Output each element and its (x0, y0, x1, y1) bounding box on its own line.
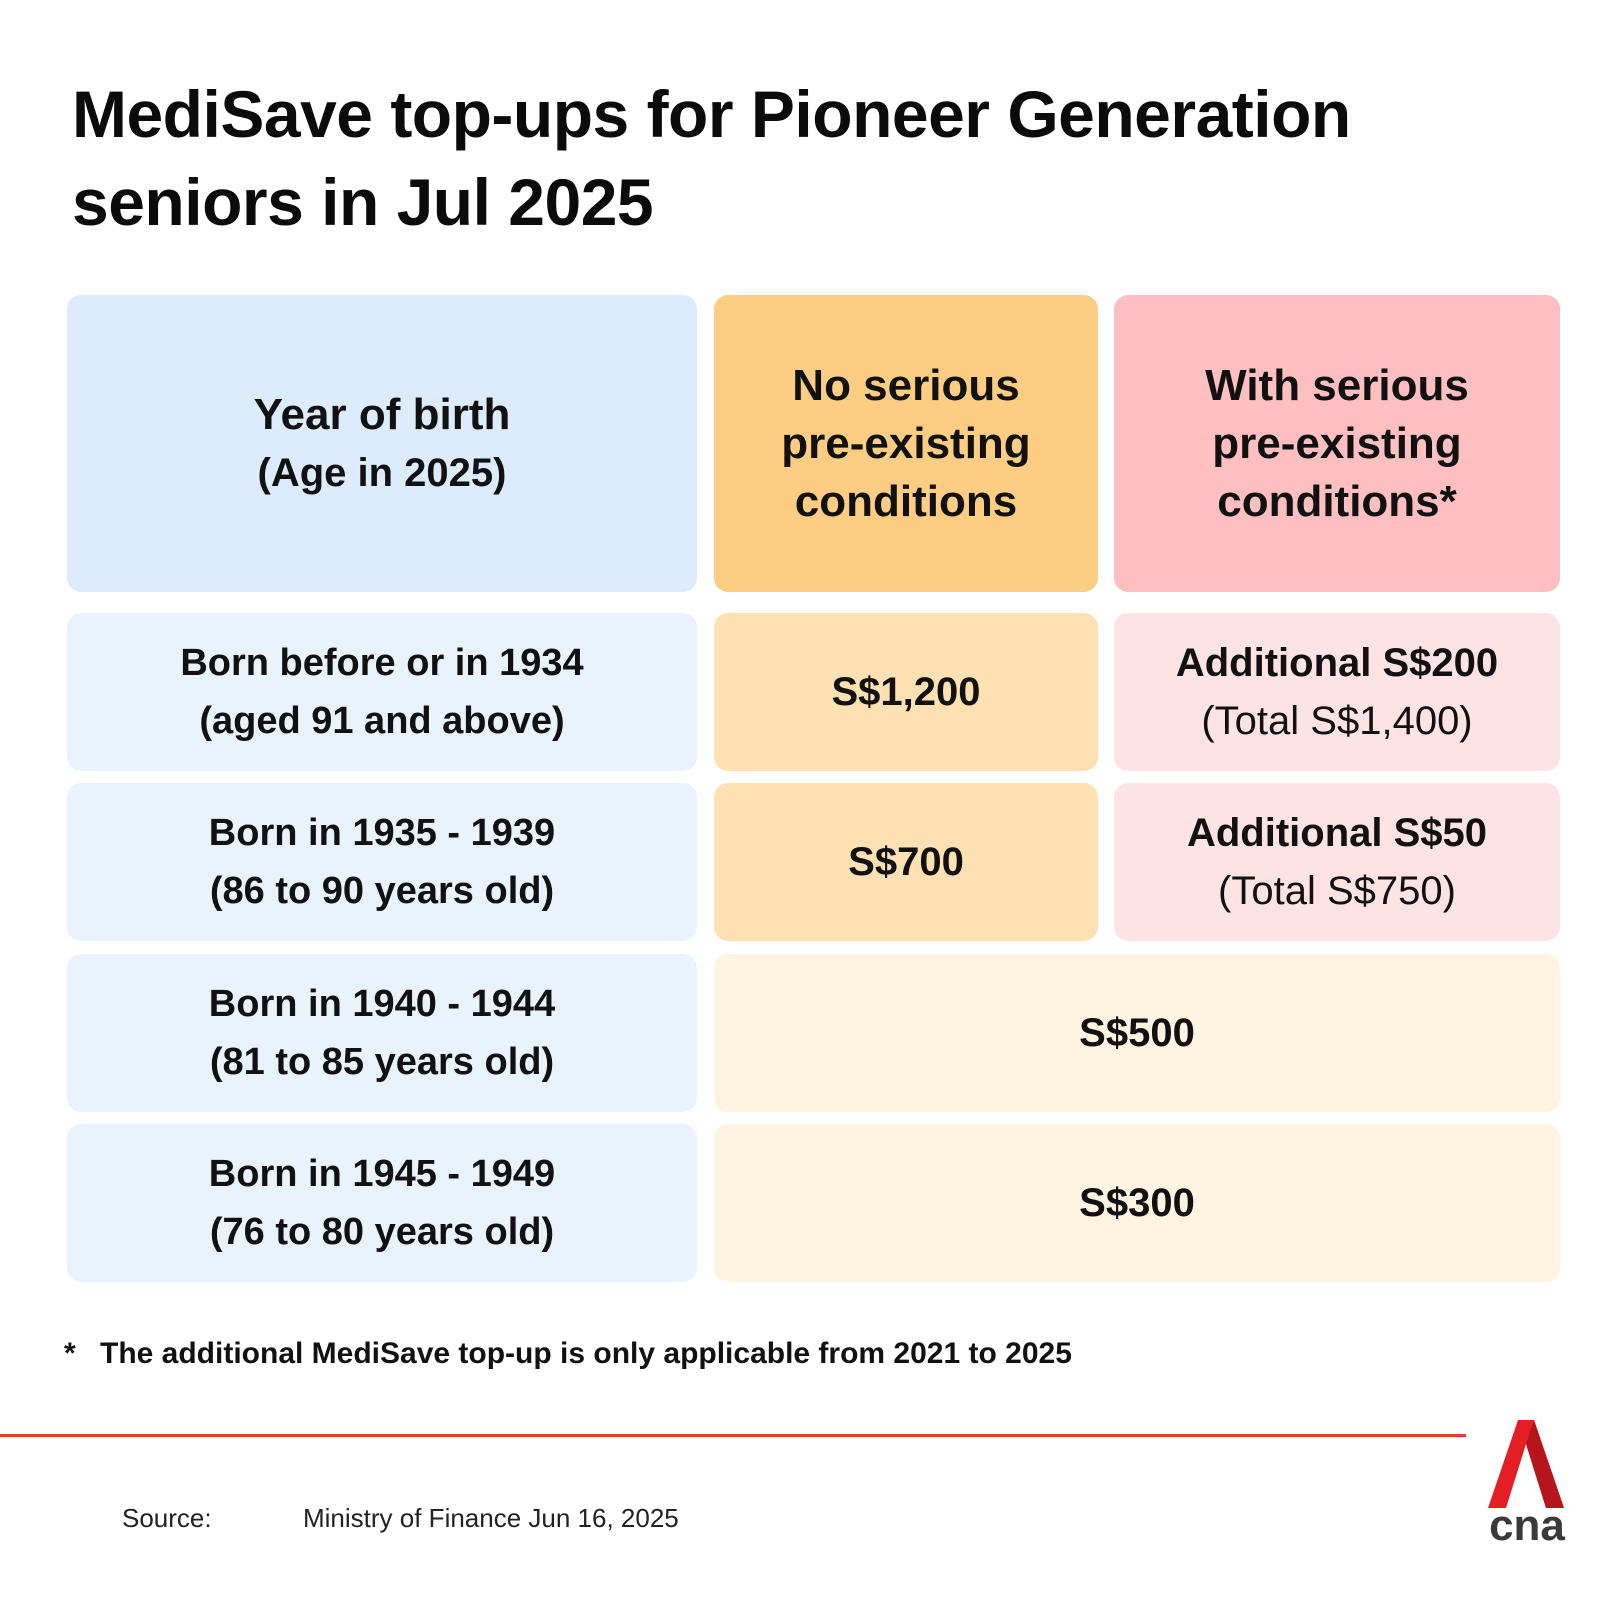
header-no-serious-conditions: No serious pre-existing conditions (714, 295, 1098, 592)
row-4-combined-value: S$300 (1079, 1181, 1195, 1225)
row-1-birth-year: Born before or in 1934 (aged 91 and abov… (67, 613, 697, 771)
cna-logo-icon: cna (1488, 1420, 1565, 1542)
row-3-combined-value: S$500 (1079, 1011, 1195, 1055)
row-1-total-value: (Total S$1,400) (1201, 699, 1473, 743)
row-2-birth-year: Born in 1935 - 1939 (86 to 90 years old) (67, 783, 697, 941)
footnote-text: The additional MediSave top-up is only a… (100, 1337, 1072, 1370)
source-label: Source: (122, 1503, 212, 1533)
row-1-with-condition-amount: Additional S$200 (Total S$1,400) (1114, 613, 1560, 771)
row-2-total-value: (Total S$750) (1218, 869, 1456, 913)
row-3-combined-amount: S$500 (714, 954, 1560, 1112)
row-3-birth-year: Born in 1940 - 1944 (81 to 85 years old) (67, 954, 697, 1112)
row-2-additional-value: Additional S$50 (1186, 811, 1488, 855)
row-1-label: Born before or in 1934 (180, 642, 584, 684)
row-4-birth-year: Born in 1945 - 1949 (76 to 80 years old) (67, 1124, 697, 1282)
row-2-sublabel: (86 to 90 years old) (209, 870, 555, 912)
row-2-with-condition-amount: Additional S$50 (Total S$750) (1114, 783, 1560, 941)
row-4-sublabel: (76 to 80 years old) (209, 1211, 555, 1253)
cna-logo-text: cna (1489, 1501, 1565, 1542)
row-4-label: Born in 1945 - 1949 (208, 1153, 556, 1195)
row-1-additional-value: Additional S$200 (1175, 641, 1499, 685)
header-year-of-birth: Year of birth (Age in 2025) (67, 295, 697, 592)
row-2-no-condition-amount: S$700 (714, 783, 1098, 941)
footnote: * The additional MediSave top-up is only … (64, 1334, 1364, 1374)
header-age-label: (Age in 2025) (257, 450, 507, 495)
row-1-no-condition-value: S$1,200 (831, 670, 981, 714)
row-3-label: Born in 1940 - 1944 (208, 983, 556, 1025)
header-with-serious-conditions-label: With serious pre-existing conditions* (1205, 360, 1469, 526)
row-4-combined-amount: S$300 (714, 1124, 1560, 1282)
header-year-of-birth-label: Year of birth (253, 389, 511, 439)
row-1-sublabel: (aged 91 and above) (199, 700, 565, 742)
row-3-sublabel: (81 to 85 years old) (209, 1041, 555, 1083)
row-1-no-condition-amount: S$1,200 (714, 613, 1098, 771)
divider-line (0, 1434, 1466, 1437)
row-2-label: Born in 1935 - 1939 (208, 812, 556, 854)
source-text: Ministry of Finance Jun 16, 2025 (303, 1503, 679, 1533)
header-no-serious-conditions-label: No serious pre-existing conditions (781, 360, 1031, 526)
footnote-marker: * (64, 1337, 76, 1370)
page-title: MediSave top-ups for Pioneer Generation … (72, 77, 1351, 239)
header-with-serious-conditions: With serious pre-existing conditions* (1114, 295, 1560, 592)
row-2-no-condition-value: S$700 (848, 840, 964, 884)
